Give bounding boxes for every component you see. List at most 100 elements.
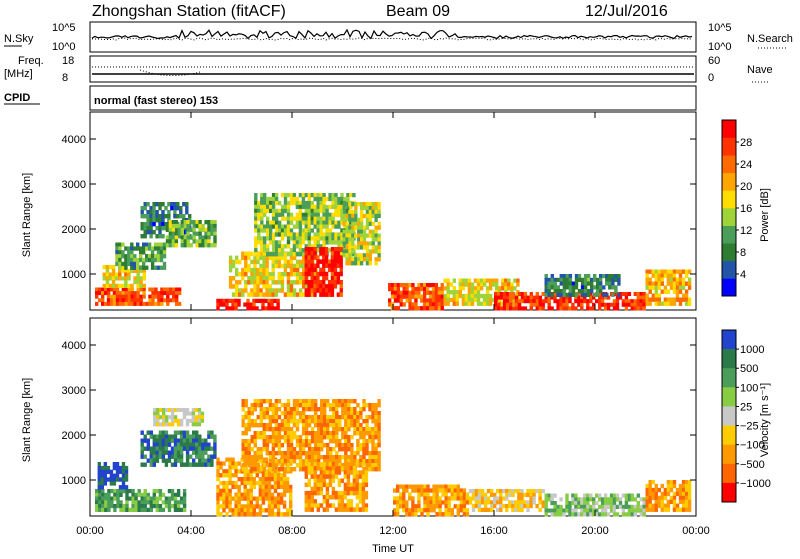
data-cell — [316, 263, 320, 268]
data-cell — [669, 285, 674, 290]
colorbar-swatch — [722, 137, 736, 156]
data-cell — [165, 235, 170, 240]
data-cell — [541, 299, 545, 304]
data-cell — [314, 455, 318, 460]
data-cell — [420, 488, 424, 493]
data-cell — [358, 499, 363, 504]
data-cell — [277, 280, 281, 285]
data-cell — [360, 261, 364, 266]
data-cell — [323, 435, 327, 440]
data-cell — [204, 227, 208, 232]
data-cell — [222, 504, 226, 509]
data-cell — [301, 439, 306, 444]
data-cell — [247, 455, 251, 460]
data-cell — [330, 251, 335, 256]
data-cell — [446, 293, 450, 299]
data-cell — [195, 223, 199, 229]
data-cell — [595, 493, 599, 498]
data-cell — [470, 301, 475, 306]
data-cell — [377, 419, 381, 424]
data-cell — [368, 233, 372, 238]
data-cell — [170, 206, 174, 211]
data-cell — [304, 419, 309, 424]
data-cell — [167, 202, 171, 207]
data-cell — [672, 281, 677, 286]
data-cell — [167, 210, 171, 215]
data-cell — [149, 222, 153, 227]
data-cell — [280, 443, 285, 448]
data-cell — [322, 204, 326, 210]
data-cell — [568, 508, 572, 513]
data-cell — [359, 415, 363, 420]
data-cell — [636, 501, 640, 506]
data-cell — [684, 273, 689, 278]
data-cell — [265, 272, 269, 277]
data-cell — [98, 287, 102, 292]
data-cell — [336, 292, 340, 297]
data-cell — [639, 504, 643, 509]
data-cell — [529, 292, 533, 296]
data-cell — [568, 289, 573, 294]
data-cell — [417, 283, 421, 288]
data-cell — [393, 286, 398, 292]
nsky-frame — [89, 21, 697, 53]
data-cell — [399, 294, 403, 299]
data-cell — [149, 214, 153, 219]
data-cell — [286, 263, 291, 269]
data-cell — [255, 496, 259, 501]
data-cell — [347, 435, 351, 440]
data-cell — [480, 500, 485, 505]
data-cell — [328, 196, 332, 202]
nave-tick-top: 60 — [708, 55, 720, 67]
data-cell — [130, 291, 134, 296]
colorbar-swatch — [722, 387, 736, 407]
data-cell — [396, 508, 400, 513]
data-cell — [222, 496, 226, 501]
data-cell — [244, 272, 248, 277]
data-cell — [125, 496, 129, 501]
data-cell — [337, 499, 342, 504]
data-cell — [499, 496, 503, 501]
data-cell — [286, 208, 291, 214]
data-cell — [124, 283, 128, 288]
data-cell — [310, 455, 315, 460]
data-cell — [170, 454, 175, 459]
data-cell — [352, 474, 357, 479]
data-cell — [119, 489, 123, 494]
data-cell — [149, 454, 153, 459]
data-cell — [298, 212, 303, 217]
data-cell — [574, 512, 578, 517]
data-cell — [124, 477, 129, 482]
data-cell — [145, 246, 149, 251]
data-cell — [399, 484, 403, 489]
data-cell — [342, 237, 346, 242]
data-cell — [586, 289, 591, 294]
velocity-data — [95, 399, 692, 517]
data-cell — [116, 500, 120, 505]
data-cell — [377, 253, 381, 258]
data-cell — [334, 193, 338, 198]
data-region — [95, 287, 182, 306]
data-cell — [179, 446, 184, 451]
data-cell — [329, 451, 333, 456]
data-cell — [139, 298, 143, 303]
freq-tick-top: 18 — [62, 55, 74, 67]
data-cell — [669, 301, 674, 306]
data-cell — [277, 232, 282, 237]
data-cell — [343, 462, 348, 467]
data-cell — [152, 222, 156, 227]
data-cell — [133, 246, 137, 251]
data-cell — [355, 507, 360, 512]
data-cell — [341, 463, 345, 468]
data-cell — [310, 280, 314, 285]
data-cell — [636, 295, 640, 300]
data-cell — [301, 236, 306, 241]
data-cell — [112, 462, 117, 467]
data-cell — [295, 419, 300, 424]
data-cell — [285, 512, 290, 517]
data-cell — [298, 216, 303, 221]
data-cell — [169, 291, 173, 296]
data-cell — [298, 467, 303, 472]
data-cell — [173, 210, 177, 215]
data-cell — [568, 292, 573, 297]
